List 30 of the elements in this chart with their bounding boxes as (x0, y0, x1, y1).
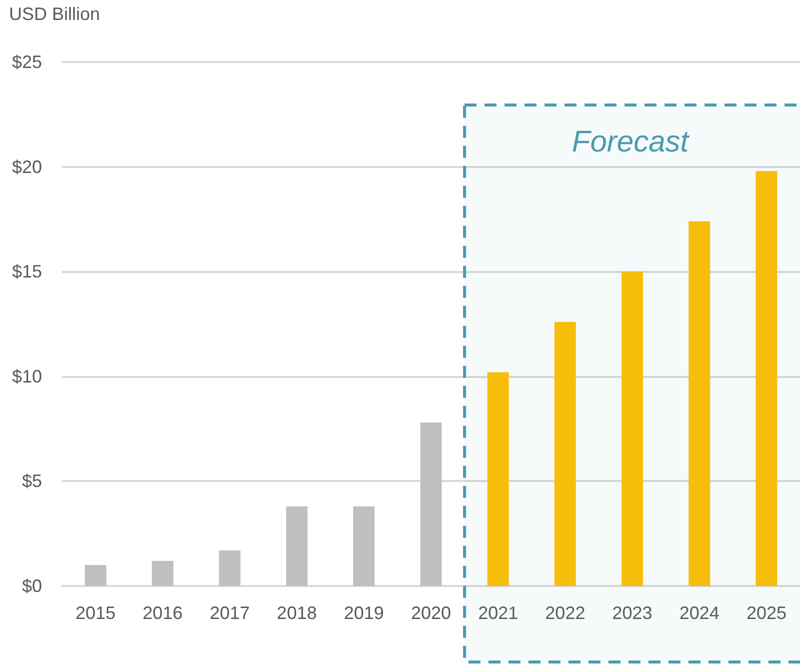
bar (688, 221, 710, 586)
y-tick-label: $15 (12, 262, 42, 282)
x-tick-label: 2017 (210, 603, 250, 623)
y-tick-label: $5 (22, 471, 42, 492)
bar (420, 422, 442, 586)
y-tick-label: $25 (12, 52, 42, 72)
x-tick-label: 2022 (545, 603, 586, 623)
x-tick-label: 2016 (142, 603, 183, 623)
y-tick-label: $20 (12, 156, 42, 177)
bar (286, 506, 308, 586)
y-tick-label: $10 (12, 366, 42, 386)
x-tick-label: 2018 (276, 603, 317, 623)
bar (353, 506, 375, 586)
bar (218, 550, 240, 586)
x-tick-label: 2015 (76, 603, 116, 623)
x-tick-label: 2025 (746, 603, 786, 623)
bar (487, 372, 509, 586)
x-tick-label: 2020 (410, 603, 452, 623)
bar (622, 272, 644, 586)
bar (152, 560, 174, 586)
bar (84, 565, 106, 586)
band-label: Forecast (572, 126, 690, 158)
y-tick-label: $0 (22, 576, 42, 596)
x-tick-label: 2024 (679, 603, 720, 623)
x-tick-label: 2019 (344, 603, 384, 623)
bar (554, 322, 576, 586)
y-axis-title: USD Billion (9, 4, 100, 24)
bar (756, 170, 778, 586)
x-tick-label: 2023 (612, 603, 652, 623)
x-tick-label: 2021 (478, 603, 518, 623)
